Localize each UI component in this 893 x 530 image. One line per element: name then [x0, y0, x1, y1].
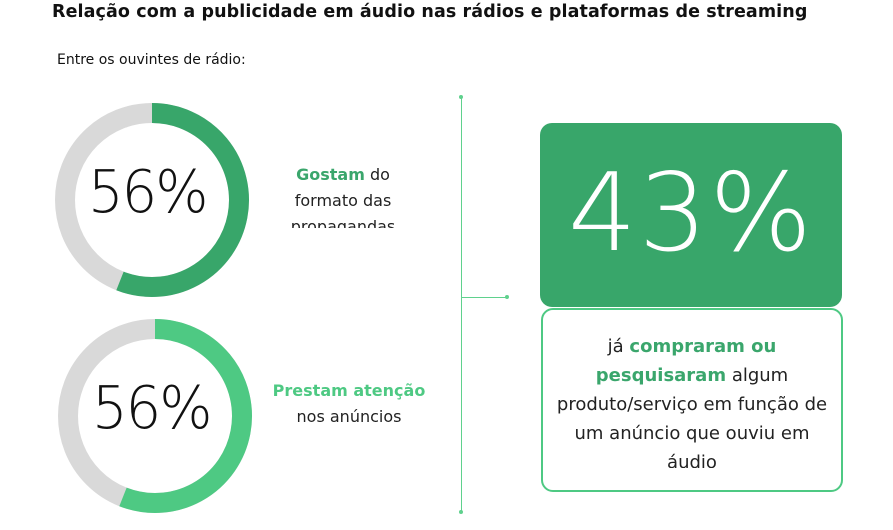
- donut1-value-arc: [116, 103, 249, 297]
- connector-dot-bottom: [459, 510, 463, 514]
- donut1-value-label: 56%: [88, 158, 208, 227]
- donut1-caption-line1: do: [364, 165, 390, 184]
- donut2-value-label: 56%: [92, 374, 212, 443]
- callout-text-end: algum produto/serviço em função de um an…: [556, 365, 828, 468]
- donut1-caption-highlight: Gostam: [296, 165, 365, 184]
- donut1-caption: Gostam do formato das propagandas: [270, 162, 416, 228]
- callout-text-start: já: [607, 336, 630, 357]
- donut1-caption-line3: propagandas: [290, 217, 396, 228]
- donut2-value-arc: [119, 319, 252, 513]
- donut1-caption-line2: formato das: [294, 191, 392, 210]
- connector-vertical-line: [461, 97, 462, 512]
- callout-text-box: já compraram ou pesquisaram algum produt…: [541, 308, 843, 492]
- callout-text: já compraram ou pesquisaram algum produt…: [551, 332, 833, 468]
- donut-charts: [55, 103, 252, 513]
- chart-subtitle: Entre os ouvintes de rádio:: [57, 52, 246, 68]
- connector-horizontal-line: [462, 297, 507, 298]
- callout-value-box: 43%: [540, 123, 842, 307]
- callout-text-highlight: compraram ou pesquisaram: [595, 336, 777, 386]
- donut2-caption-line1: nos anúncios: [296, 407, 402, 426]
- callout-value: 43%: [567, 151, 815, 276]
- donut2-caption-highlight: Prestam atenção: [272, 381, 426, 400]
- donut2-caption: Prestam atenção nos anúncios: [258, 378, 440, 430]
- connector-dot-top: [459, 95, 463, 99]
- connector-dot-right: [505, 295, 509, 299]
- chart-title: Relação com a publicidade em áudio nas r…: [52, 2, 808, 22]
